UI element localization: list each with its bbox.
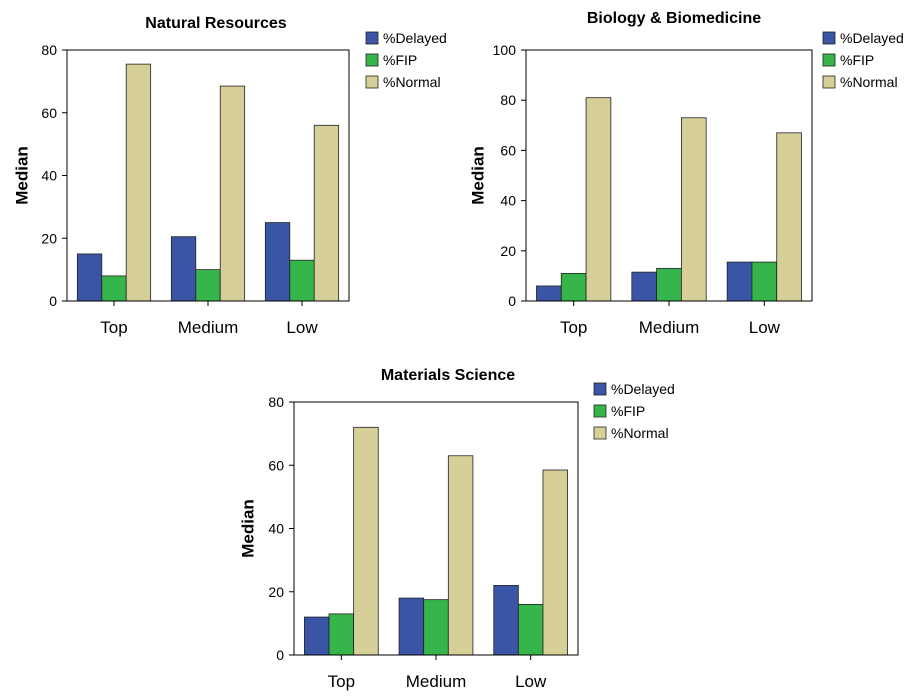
y-tick-label: 60 xyxy=(500,142,516,158)
x-tick-label-top: Top xyxy=(328,672,355,691)
bar-low-normal xyxy=(313,124,340,302)
legend-label-fip: %FIP xyxy=(840,52,874,68)
legend-swatch-delayed xyxy=(593,382,607,396)
chart-panel-materials-science: Materials Science Median Top Medium Low 0 20 40… xyxy=(239,367,675,691)
y-axis-label: Median xyxy=(239,499,258,558)
chart-panel-biology-biomedicine: Biology & Biomedicine Median Top Medium Low 0… xyxy=(469,10,904,337)
bar-low-fip xyxy=(517,604,544,656)
bar-low-delayed xyxy=(264,222,291,302)
legend-swatch-delayed xyxy=(822,31,836,45)
y-tick-label: 0 xyxy=(276,647,284,663)
legend-label-delayed: %Delayed xyxy=(611,381,675,397)
legend-swatch-normal xyxy=(365,75,379,89)
plot-frame xyxy=(525,49,813,302)
legend-swatch-fip xyxy=(365,53,379,67)
chart-title: Biology & Biomedicine xyxy=(587,10,761,27)
y-axis-label: Median xyxy=(13,146,32,205)
legend-label-normal: %Normal xyxy=(611,425,669,441)
bar-medium-normal xyxy=(219,85,246,302)
plot-frame xyxy=(66,49,350,302)
bar-top-delayed xyxy=(304,616,330,656)
y-tick-label: 0 xyxy=(508,293,516,309)
bar-medium-fip xyxy=(195,269,221,302)
bar-top-normal xyxy=(125,63,152,302)
y-tick-label: 20 xyxy=(500,243,516,259)
bar-top-normal xyxy=(353,426,379,656)
x-tick-label-top: Top xyxy=(560,318,587,337)
y-tick-label: 60 xyxy=(41,105,57,121)
bar-medium-delayed xyxy=(170,236,197,302)
bar-medium-delayed xyxy=(631,271,658,302)
bar-top-fip xyxy=(101,275,127,302)
bar-low-delayed xyxy=(726,261,753,302)
bar-medium-normal xyxy=(447,455,474,656)
bar-low-fip xyxy=(751,261,778,302)
bar-medium-fip xyxy=(656,267,682,302)
bar-top-fip xyxy=(560,272,587,302)
legend-label-normal: %Normal xyxy=(840,74,898,90)
y-tick-label: 20 xyxy=(268,584,284,600)
legend-swatch-fip xyxy=(822,53,836,67)
x-tick-label-medium: Medium xyxy=(639,318,699,337)
bar-medium-fip xyxy=(423,599,449,656)
bar-medium-normal xyxy=(680,117,707,302)
plot-frame xyxy=(293,401,579,656)
legend-label-normal: %Normal xyxy=(383,74,441,90)
x-tick-label-low: Low xyxy=(749,318,781,337)
x-tick-label-low: Low xyxy=(515,672,547,691)
y-tick-label: 60 xyxy=(268,457,284,473)
legend-swatch-normal xyxy=(593,426,607,440)
x-tick-label-top: Top xyxy=(100,318,127,337)
y-tick-label: 0 xyxy=(49,293,57,309)
legend-swatch-normal xyxy=(822,75,836,89)
chart-title: Materials Science xyxy=(381,367,515,384)
y-tick-label: 100 xyxy=(493,42,517,58)
x-tick-label-low: Low xyxy=(286,318,318,337)
legend-label-delayed: %Delayed xyxy=(840,30,904,46)
legend-label-fip: %FIP xyxy=(383,52,417,68)
legend-label-delayed: %Delayed xyxy=(383,30,447,46)
legend-swatch-delayed xyxy=(365,31,379,45)
y-tick-label: 40 xyxy=(268,521,284,537)
bar-low-delayed xyxy=(493,585,519,656)
bar-top-delayed xyxy=(76,253,103,302)
bar-top-normal xyxy=(585,97,612,302)
y-axis-label: Median xyxy=(469,146,488,205)
x-tick-label-medium: Medium xyxy=(406,672,466,691)
bar-low-normal xyxy=(776,132,802,302)
y-tick-label: 40 xyxy=(41,168,57,184)
y-tick-label: 40 xyxy=(500,193,516,209)
y-tick-label: 80 xyxy=(500,92,516,108)
bar-medium-delayed xyxy=(398,597,425,656)
legend-swatch-fip xyxy=(593,404,607,418)
y-tick-label: 20 xyxy=(41,230,57,246)
x-tick-label-medium: Medium xyxy=(178,318,238,337)
y-tick-label: 80 xyxy=(268,394,284,410)
legend-label-fip: %FIP xyxy=(611,403,645,419)
bar-low-fip xyxy=(289,259,315,302)
bar-low-normal xyxy=(542,469,568,656)
bar-top-delayed xyxy=(536,285,562,302)
chart-title: Natural Resources xyxy=(145,15,286,32)
chart-panel-natural-resources: Natural Resources Median Top Medium Low 0 20 40… xyxy=(13,15,447,337)
y-tick-label: 80 xyxy=(41,42,57,58)
bar-top-fip xyxy=(328,613,355,656)
